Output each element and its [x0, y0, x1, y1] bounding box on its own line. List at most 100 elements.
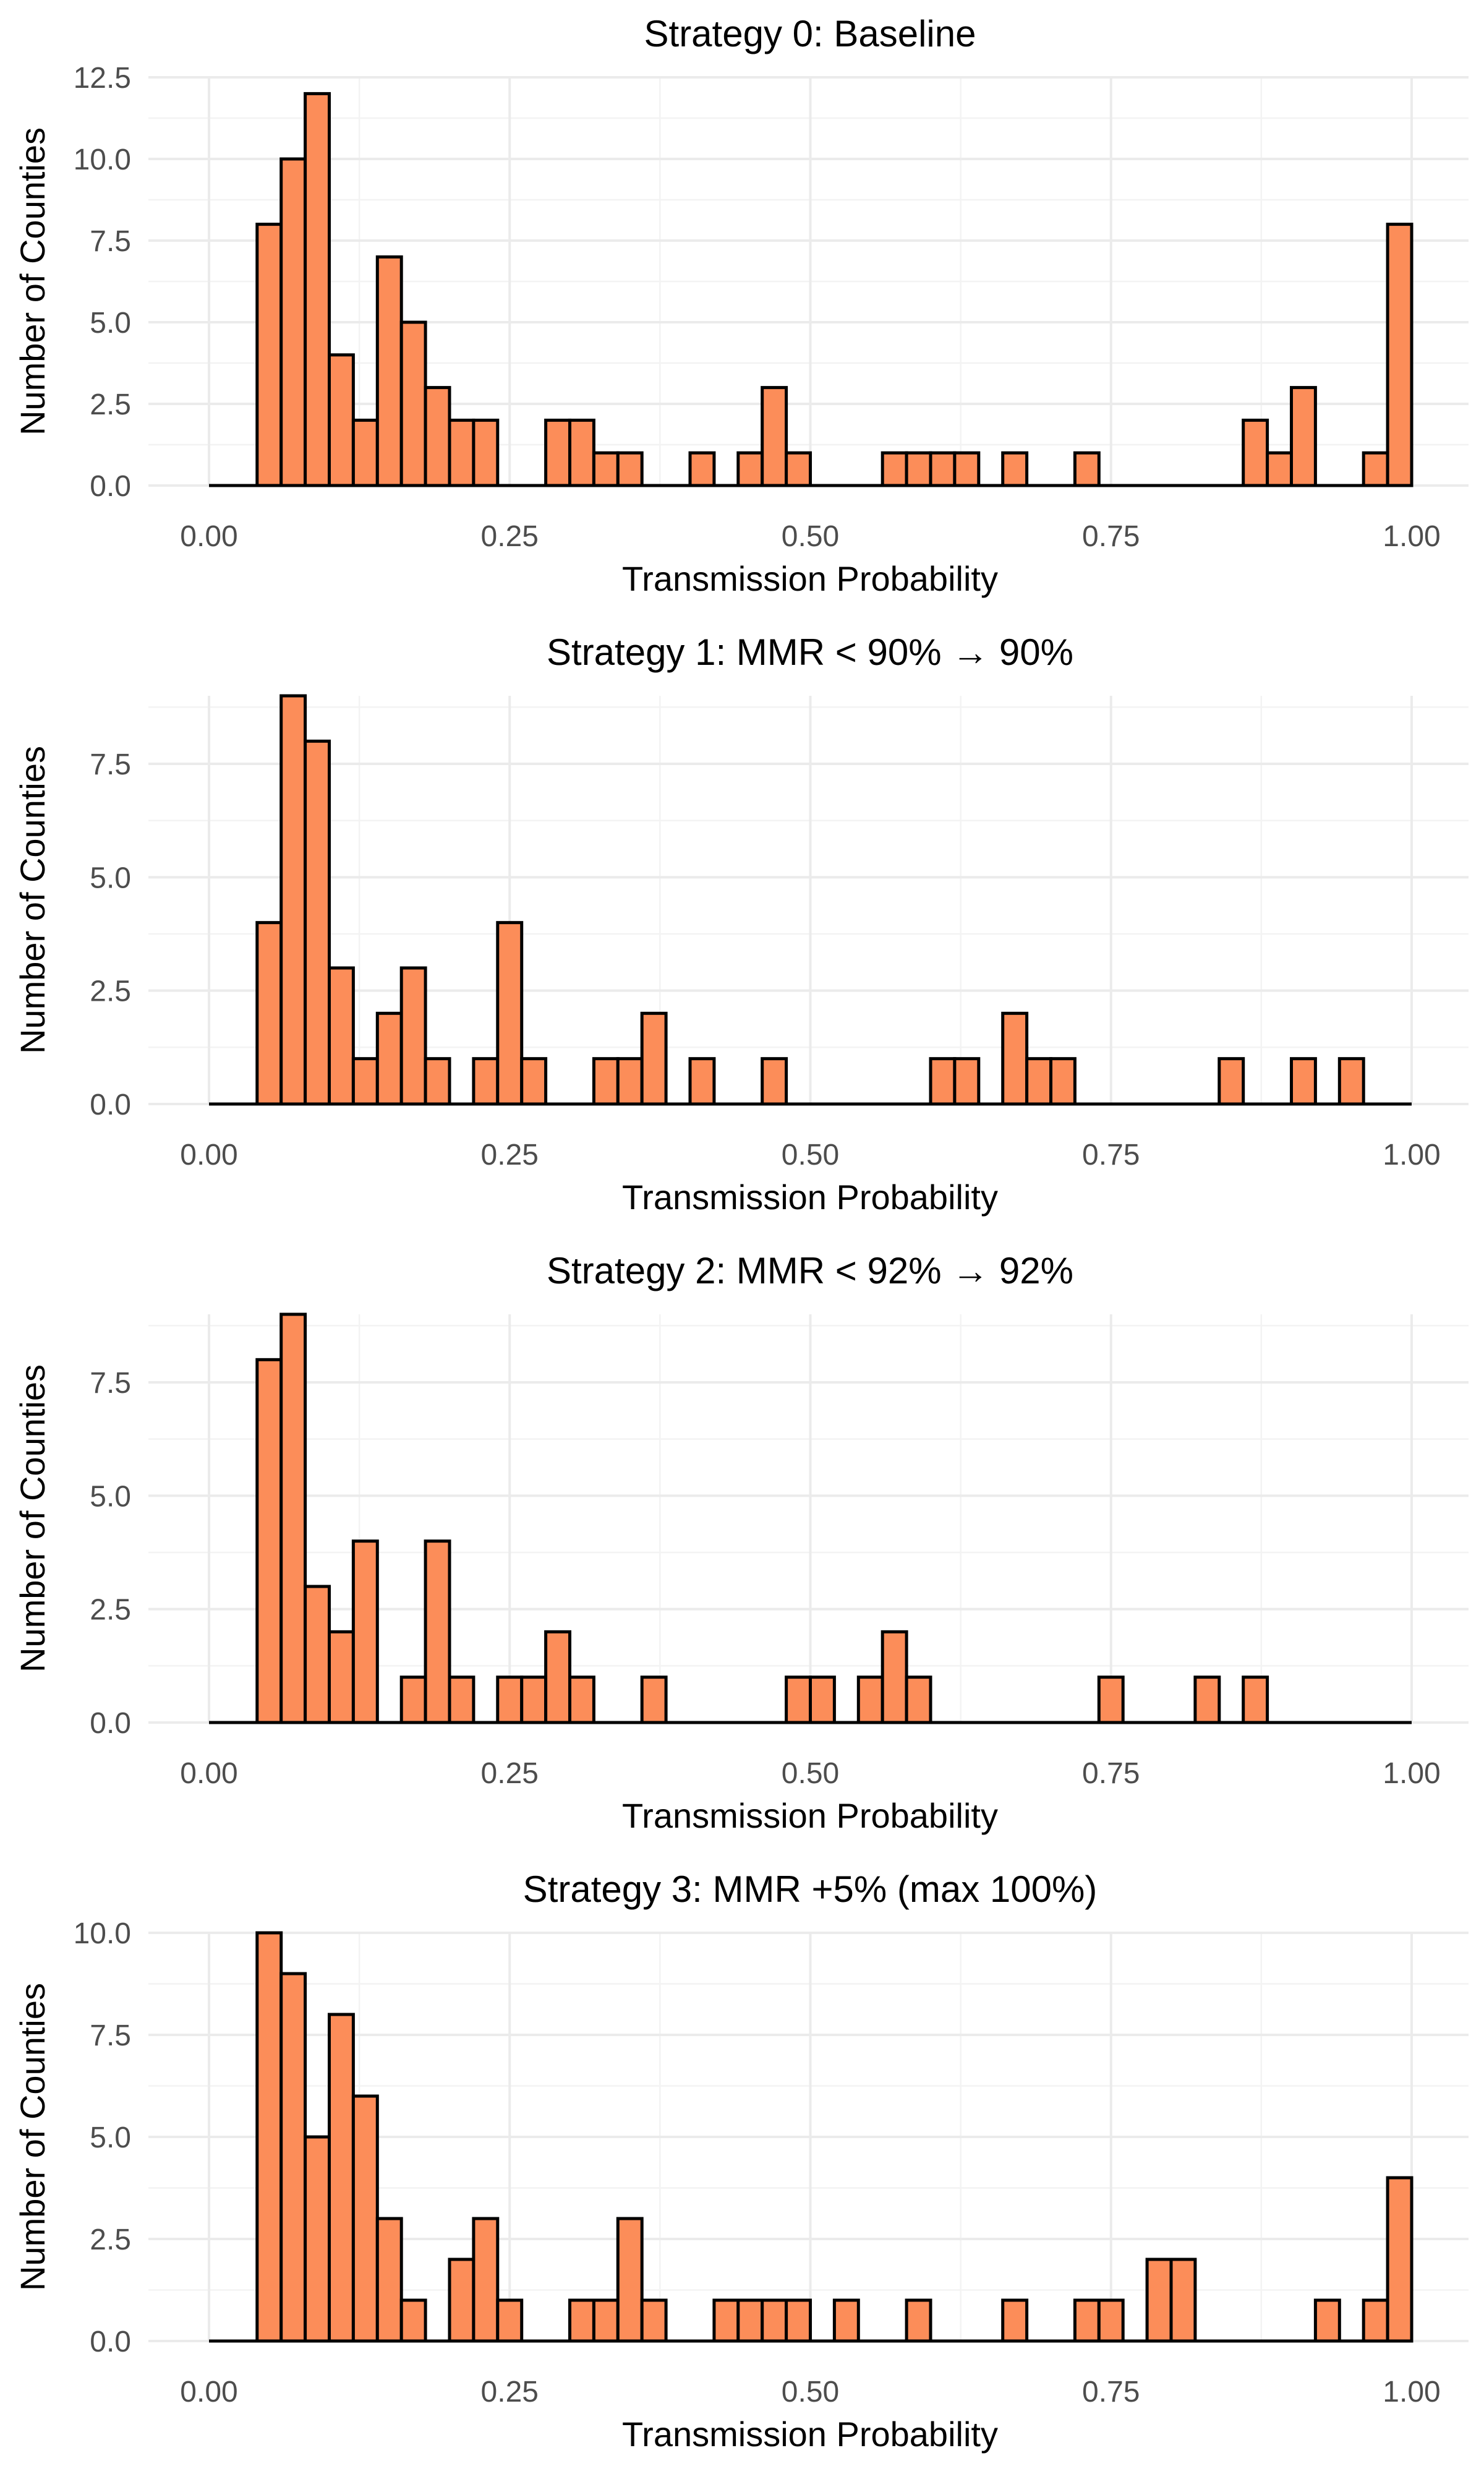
- bars: [255, 1931, 1414, 2343]
- y-tick-label: 7.5: [90, 225, 131, 258]
- histogram-bar: [424, 1057, 451, 1106]
- y-tick-label: 2.5: [90, 388, 131, 421]
- y-axis-title: Number of Counties: [13, 1364, 52, 1672]
- y-tick-label: 10.0: [74, 143, 131, 176]
- histogram-bar: [881, 451, 908, 487]
- y-axis-title: Number of Counties: [13, 1983, 52, 2291]
- histogram-bar: [496, 921, 524, 1106]
- histogram-bar: [616, 1057, 644, 1106]
- histogram-bar: [375, 1011, 403, 1106]
- histogram-bar: [616, 451, 644, 487]
- histogram-bar: [1386, 223, 1414, 487]
- y-tick-label: 7.5: [90, 1367, 131, 1400]
- x-tick-label: 0.00: [180, 2376, 237, 2408]
- histogram-bar: [785, 1676, 812, 1724]
- histogram-bar: [328, 2013, 355, 2343]
- histogram-bar: [448, 2258, 475, 2343]
- histogram-bar: [1025, 1057, 1052, 1106]
- x-tick-label: 0.25: [481, 1139, 539, 1171]
- histogram-bar: [448, 1676, 475, 1724]
- y-tick-label: 0.0: [90, 470, 131, 503]
- y-tick-label: 12.5: [74, 62, 131, 95]
- y-tick-label: 0.0: [90, 2326, 131, 2358]
- histogram-bar: [688, 451, 716, 487]
- histogram-bar: [472, 418, 500, 487]
- x-tick-label: 0.75: [1082, 2376, 1140, 2408]
- histogram-bar: [953, 1057, 981, 1106]
- histogram-bar: [279, 694, 307, 1106]
- histogram-bar: [1097, 1676, 1125, 1724]
- chart-title: Strategy 1: MMR < 90% → 90%: [547, 631, 1073, 673]
- y-tick-label: 5.0: [90, 307, 131, 340]
- grid: [148, 1314, 1469, 1724]
- histogram-bar: [736, 451, 764, 487]
- histogram-bar: [881, 1630, 908, 1724]
- x-tick-label: 1.00: [1383, 2376, 1440, 2408]
- histogram-bar: [351, 1057, 379, 1106]
- x-tick-label: 0.50: [782, 1139, 839, 1171]
- x-tick-label: 0.25: [481, 520, 539, 553]
- y-tick-label: 2.5: [90, 1594, 131, 1627]
- histogram-bar: [351, 1539, 379, 1724]
- x-tick-label: 0.75: [1082, 1757, 1140, 1790]
- x-tick-label: 1.00: [1383, 520, 1440, 553]
- x-tick-label: 0.75: [1082, 1139, 1140, 1171]
- histogram-bar: [328, 966, 355, 1106]
- x-axis-title: Transmission Probability: [622, 1796, 998, 1835]
- histogram-bar: [1073, 451, 1101, 487]
- histogram-bar: [640, 2298, 668, 2343]
- histogram-bar: [1001, 451, 1029, 487]
- histogram-bar: [472, 2217, 500, 2343]
- histogram-bar: [328, 1630, 355, 1724]
- histogram-bar: [785, 2298, 812, 2343]
- chart-title: Strategy 3: MMR +5% (max 100%): [523, 1868, 1098, 1910]
- histogram-bar: [255, 223, 283, 487]
- histogram-bar: [520, 1057, 548, 1106]
- histogram-bar: [496, 2298, 524, 2343]
- histogram-bar: [399, 320, 427, 487]
- histogram-bar: [1217, 1057, 1245, 1106]
- histogram-bar: [856, 1676, 884, 1724]
- x-tick-label: 1.00: [1383, 1757, 1440, 1790]
- histogram-bar: [304, 2135, 331, 2343]
- y-axis-title: Number of Counties: [13, 746, 52, 1054]
- chart-title: Strategy 2: MMR < 92% → 92%: [547, 1250, 1073, 1291]
- histogram-bar: [351, 2094, 379, 2343]
- histogram-bar: [568, 418, 595, 487]
- y-axis-title: Number of Counties: [13, 127, 52, 435]
- histogram-bar: [1001, 1011, 1029, 1106]
- histogram-bar: [1097, 2298, 1125, 2343]
- histogram-bar: [279, 1972, 307, 2343]
- x-tick-label: 0.50: [782, 520, 839, 553]
- chart-title: Strategy 0: Baseline: [644, 13, 976, 54]
- histogram-bar: [1386, 2176, 1414, 2343]
- y-tick-label: 0.0: [90, 1707, 131, 1740]
- histogram-bar: [1049, 1057, 1077, 1106]
- histogram-bar: [761, 1057, 788, 1106]
- x-axis-title: Transmission Probability: [622, 559, 998, 598]
- histogram-bar: [424, 386, 451, 487]
- histogram-bar: [592, 2298, 620, 2343]
- histogram-bar: [761, 386, 788, 487]
- histogram-bar: [304, 92, 331, 487]
- histogram-bar: [496, 1676, 524, 1724]
- x-axis-title: Transmission Probability: [622, 1178, 998, 1217]
- histogram-bar: [304, 739, 331, 1106]
- histogram-bar: [1362, 2298, 1389, 2343]
- histogram-bar: [568, 1676, 595, 1724]
- panel-strategy-1: Strategy 1: MMR < 90% → 90% Transmission…: [0, 618, 1484, 1237]
- bars: [255, 92, 1414, 487]
- histogram-bar: [448, 418, 475, 487]
- histogram-strategy-1: Strategy 1: MMR < 90% → 90% Transmission…: [13, 631, 1469, 1217]
- histogram-bar: [953, 451, 981, 487]
- x-tick-label: 0.25: [481, 1757, 539, 1790]
- histogram-bar: [544, 418, 571, 487]
- x-tick-label: 0.00: [180, 1757, 237, 1790]
- y-tick-label: 5.0: [90, 2121, 131, 2154]
- y-tick-label: 7.5: [90, 2019, 131, 2052]
- histogram-bar: [905, 1676, 932, 1724]
- histogram-bar: [616, 2217, 644, 2343]
- y-tick-label: 2.5: [90, 975, 131, 1008]
- histogram-bar: [399, 1676, 427, 1724]
- histogram-bar: [1001, 2298, 1029, 2343]
